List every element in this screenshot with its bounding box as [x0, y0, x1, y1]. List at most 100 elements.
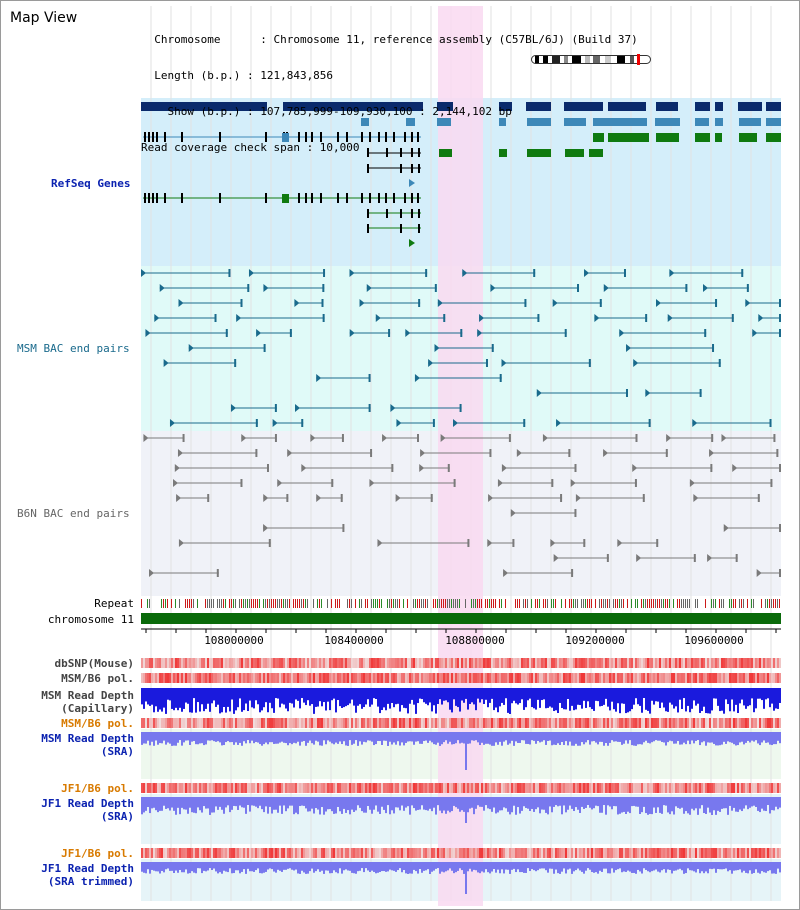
- b6n-bac-end-pairs-label[interactable]: B6N BAC end pairs: [17, 507, 130, 520]
- msm-b6-pol-sra-label[interactable]: MSM/B6 pol.: [61, 717, 134, 730]
- heat-cell: [607, 718, 609, 728]
- heat-cell: [203, 848, 205, 858]
- heat-cell: [651, 673, 653, 683]
- read-depth-bar: [509, 688, 511, 714]
- read-depth-bar: [483, 732, 485, 745]
- read-depth-bar: [655, 797, 657, 813]
- heat-cell: [747, 848, 749, 858]
- read-depth-bar: [665, 797, 667, 806]
- read-depth-bar: [699, 688, 701, 713]
- heat-cell: [377, 673, 379, 683]
- msm-read-depth-capillary-label[interactable]: MSM Read Depth: [41, 689, 134, 702]
- read-depth-bar: [657, 797, 659, 808]
- read-depth-bar: [421, 688, 423, 700]
- read-depth-bar: [341, 862, 343, 874]
- heat-cell: [611, 848, 613, 858]
- heat-cell: [391, 783, 393, 793]
- heat-cell: [299, 673, 301, 683]
- refseq-genes-label[interactable]: RefSeq Genes: [51, 177, 131, 190]
- heat-cell: [395, 658, 397, 668]
- read-depth-bar: [511, 732, 513, 741]
- read-depth-bar: [459, 862, 461, 869]
- read-depth-bar: [505, 688, 507, 699]
- heat-cell: [633, 848, 635, 858]
- read-depth-bar: [591, 862, 593, 873]
- heat-cell: [539, 783, 541, 793]
- jf1-b6-pol-label[interactable]: JF1/B6 pol.: [61, 782, 134, 795]
- heat-cell: [175, 673, 177, 683]
- repeat-element: [313, 599, 314, 608]
- heat-cell: [639, 848, 641, 858]
- read-depth-bar: [363, 732, 365, 742]
- jf1-b6-pol-trimmed-label[interactable]: JF1/B6 pol.: [61, 847, 134, 860]
- msm-bac-end-pairs-label[interactable]: MSM BAC end pairs: [17, 342, 130, 355]
- read-depth-bar: [381, 862, 383, 872]
- read-depth-bar: [585, 732, 587, 743]
- heat-cell: [751, 848, 753, 858]
- heat-cell: [529, 658, 531, 668]
- read-depth-bar: [383, 862, 385, 872]
- heat-cell: [255, 673, 257, 683]
- read-depth-bar: [597, 732, 599, 745]
- heat-cell: [367, 848, 369, 858]
- heat-cell: [233, 718, 235, 728]
- heat-cell: [669, 783, 671, 793]
- heat-cell: [399, 848, 401, 858]
- heat-cell: [267, 783, 269, 793]
- read-depth-bar: [353, 688, 355, 706]
- heat-cell: [371, 673, 373, 683]
- heat-cell: [557, 848, 559, 858]
- read-depth-bar: [193, 688, 195, 699]
- heat-cell: [713, 718, 715, 728]
- read-depth-bar: [189, 797, 191, 808]
- b6n-bac-pair-end: [550, 539, 556, 547]
- repeat-element: [477, 599, 478, 608]
- read-depth-bar: [773, 688, 775, 711]
- heat-cell: [401, 848, 403, 858]
- dbsnp-label[interactable]: dbSNP(Mouse): [54, 657, 134, 670]
- b6n-bac-pair-end: [776, 449, 779, 457]
- read-depth-bar: [501, 732, 503, 746]
- refseq-gene-exon: [283, 102, 423, 111]
- msm-b6-pol-label[interactable]: MSM/B6 pol.: [61, 672, 134, 685]
- heat-cell: [417, 718, 419, 728]
- repeat-element: [377, 599, 378, 608]
- heat-cell: [457, 718, 459, 728]
- heat-cell: [239, 848, 241, 858]
- heat-cell: [287, 783, 289, 793]
- b6n-bac-pair-end: [417, 434, 420, 442]
- heat-cell: [679, 718, 681, 728]
- read-depth-bar: [669, 797, 671, 815]
- read-depth-bar: [579, 862, 581, 871]
- read-depth-bar: [505, 862, 507, 870]
- repeat-element: [279, 599, 280, 608]
- heat-cell: [305, 848, 307, 858]
- msm-read-depth-sra-label[interactable]: MSM Read Depth: [41, 732, 134, 745]
- jf1-read-depth-sra-label[interactable]: JF1 Read Depth: [41, 797, 134, 810]
- heat-cell: [241, 673, 243, 683]
- read-depth-bar: [633, 862, 635, 873]
- repeat-element: [773, 599, 774, 608]
- read-depth-bar: [667, 862, 669, 870]
- read-depth-bar: [759, 797, 761, 813]
- heat-cell: [491, 783, 493, 793]
- chromosome-ideogram[interactable]: [531, 54, 652, 65]
- read-depth-bar: [773, 862, 775, 874]
- refseq-gene-exon: [411, 209, 413, 218]
- heat-cell: [317, 783, 319, 793]
- refseq-gene-exon: [766, 118, 781, 126]
- heat-cell: [327, 848, 329, 858]
- heat-cell: [349, 673, 351, 683]
- jf1-read-depth-trimmed-label[interactable]: JF1 Read Depth: [41, 862, 134, 875]
- heat-cell: [589, 658, 591, 668]
- info-length: Length (b.p.) : 121,843,856: [141, 69, 334, 82]
- msm-bac-pair-end: [234, 359, 237, 367]
- msm-bac-pair-end: [366, 284, 372, 292]
- read-depth-bar: [767, 797, 769, 806]
- read-depth-bar: [205, 862, 207, 872]
- read-depth-bar: [345, 797, 347, 813]
- heat-cell: [697, 848, 699, 858]
- read-depth-bar: [243, 688, 245, 711]
- repeat-element: [587, 599, 588, 608]
- read-depth-bar: [145, 797, 147, 811]
